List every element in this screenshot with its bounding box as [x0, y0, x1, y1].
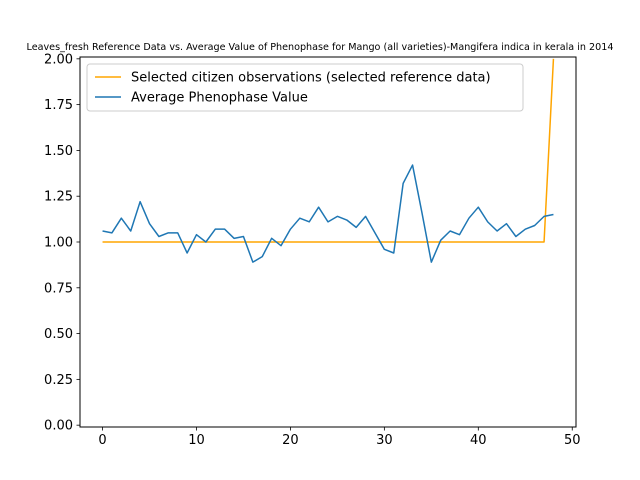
legend-label-average: Average Phenophase Value	[131, 91, 308, 106]
x-tick-label: 20	[282, 433, 299, 448]
y-tick-label: 0.00	[44, 419, 73, 434]
series-line-reference	[102, 58, 555, 243]
y-tick-label: 2.00	[44, 52, 73, 67]
y-tick-label: 1.75	[44, 98, 73, 113]
y-tick-label: 1.25	[44, 190, 73, 205]
series-layer	[102, 58, 555, 263]
x-tick-label: 30	[376, 433, 393, 448]
legend-box	[86, 63, 524, 112]
series-line-average	[102, 164, 554, 263]
chart-title: Leaves_fresh Reference Data vs. Average …	[27, 42, 614, 53]
x-tick-label: 40	[470, 433, 487, 448]
x-axis: 0 10 20 30 40 50	[98, 427, 581, 448]
x-tick-label: 50	[564, 433, 581, 448]
y-tick-label: 0.25	[44, 373, 73, 388]
y-axis: 0.00 0.25 0.50 0.75 1.00 1.25 1.50 1.75 2.00	[44, 52, 80, 434]
y-tick-label: 0.75	[44, 281, 73, 296]
legend-label-reference: Selected citizen observations (selected …	[131, 71, 491, 86]
x-tick-label: 0	[98, 433, 106, 448]
y-tick-label: 1.00	[44, 236, 73, 251]
y-tick-label: 0.50	[44, 327, 73, 342]
y-tick-label: 1.50	[44, 144, 73, 159]
legend: Selected citizen observations (selected …	[86, 63, 524, 112]
x-tick-label: 10	[188, 433, 205, 448]
